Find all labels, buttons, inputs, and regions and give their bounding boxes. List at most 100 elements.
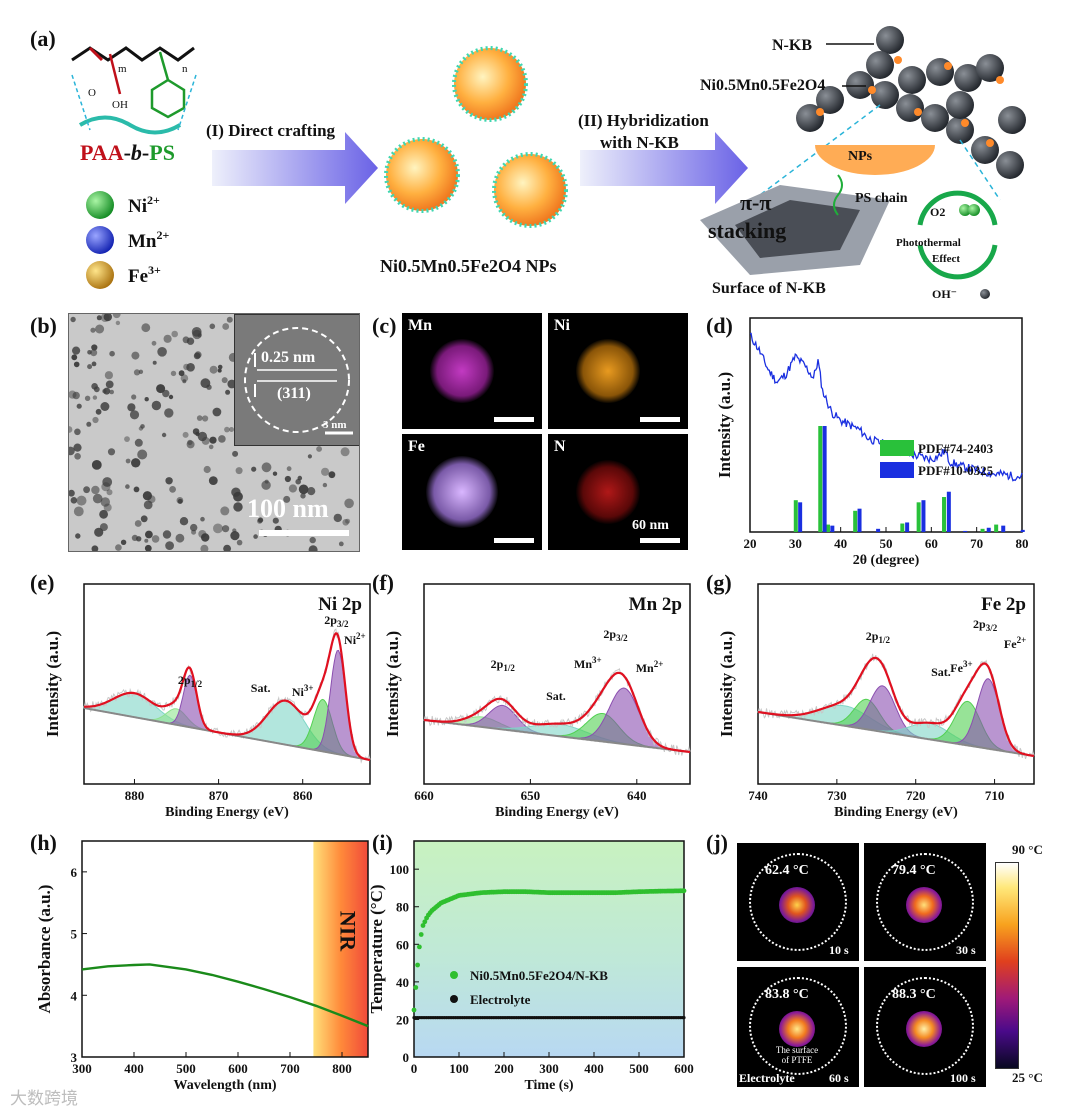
- tem-particle: [115, 320, 121, 326]
- temp-point-sample: [411, 1007, 417, 1013]
- tem-particle: [99, 509, 108, 519]
- tem-particle: [322, 482, 328, 488]
- tem-particle: [134, 520, 142, 527]
- tem-particle: [103, 314, 112, 322]
- tem-particle: [70, 497, 78, 504]
- xrd-ref-bar: [980, 528, 985, 532]
- tem-particle: [333, 513, 342, 523]
- tem-particle: [222, 323, 230, 330]
- tem-particle: [192, 329, 202, 340]
- y-tick-label: 20: [396, 1012, 409, 1027]
- x-tick-label: 730: [827, 788, 847, 803]
- tem-particle: [309, 536, 316, 544]
- tem-particle: [284, 475, 291, 483]
- xrd-ref-bar: [963, 530, 968, 532]
- xps-peak-annotation: Sat.: [931, 665, 951, 679]
- y-tick-label: 100: [390, 862, 410, 877]
- plot-frame: [757, 583, 1035, 785]
- tem-particle: [112, 314, 121, 319]
- tem-particle: [223, 544, 231, 551]
- step1-label: (I) Direct crafting: [206, 121, 336, 140]
- ferrite-label: Ni0.5Mn0.5Fe2O4: [700, 77, 825, 94]
- tem-particle: [84, 395, 91, 401]
- eds-map-ni: Ni: [548, 313, 688, 429]
- tem-particle: [212, 407, 222, 417]
- x-tick-label: 400: [584, 1061, 604, 1076]
- tem-particle: [272, 517, 279, 524]
- tem-particle: [251, 466, 257, 472]
- temp-point-sample: [422, 919, 428, 925]
- ps-chain-label: PS chain: [855, 191, 908, 206]
- step2-label-line1: (II) Hybridization: [578, 111, 709, 130]
- tem-particle: [225, 389, 231, 395]
- x-tick-label: 660: [414, 788, 434, 803]
- tem-particle: [91, 485, 100, 495]
- xrd-ref-bar: [857, 508, 862, 532]
- plot-frame: [423, 583, 691, 785]
- tem-particle: [162, 389, 170, 398]
- tem-particle: [100, 314, 110, 322]
- tem-particle: [316, 446, 322, 452]
- tem-particle: [202, 415, 209, 422]
- d-spacing-label: 0.25 nm: [261, 349, 316, 366]
- tem-particle: [272, 471, 278, 476]
- tem-particle: [143, 500, 153, 510]
- x-tick-label: 50: [880, 536, 893, 551]
- tem-particle: [133, 486, 140, 493]
- tem-particle: [75, 533, 81, 539]
- x-tick-label: 60: [925, 536, 938, 551]
- x-tick-label: 200: [494, 1061, 514, 1076]
- xps-background-line: [423, 719, 691, 753]
- x-tick-label: 40: [834, 536, 847, 551]
- tem-particle: [151, 340, 157, 346]
- temp-point-sample: [413, 985, 419, 990]
- xrd-ref-bar: [1001, 525, 1006, 532]
- legend-marker: [450, 971, 458, 979]
- tem-particle: [134, 438, 143, 447]
- tem-particle: [179, 517, 189, 526]
- tem-particle: [100, 402, 110, 411]
- tem-particle: [201, 533, 210, 542]
- tem-particle: [186, 337, 195, 345]
- tem-particle: [91, 361, 97, 367]
- x-tick-label: 700: [280, 1061, 300, 1076]
- tem-particle: [171, 330, 178, 338]
- xps-envelope-line: [423, 671, 691, 754]
- tem-particle: [165, 541, 174, 550]
- stacking-label: stacking: [708, 218, 786, 243]
- tem-particle: [182, 431, 189, 438]
- xrd-ref-bar: [994, 524, 999, 532]
- panel-label-c: (c): [372, 313, 397, 338]
- tem-particle: [120, 539, 127, 545]
- colorbar-max-label: 90 °C: [1012, 842, 1043, 857]
- tem-particle: [253, 534, 258, 539]
- xrd-ref-bar: [818, 426, 823, 532]
- x-tick-label: 710: [985, 788, 1005, 803]
- x-tick-label: 600: [228, 1061, 248, 1076]
- tem-particle: [73, 361, 80, 368]
- x-axis-label: Binding Energy (eV): [834, 805, 958, 820]
- xps-peak-annotation: 2p3/2: [603, 627, 628, 643]
- tem-particle: [103, 387, 111, 395]
- xrd-ref-bar: [830, 525, 835, 532]
- panel-label-i: (i): [372, 830, 393, 855]
- y-tick-label: 40: [396, 975, 409, 990]
- tem-particles: [69, 314, 354, 551]
- tem-particle: [288, 484, 297, 493]
- hrtem-inset: 0.25 nm (311) 3 nm: [234, 314, 359, 446]
- fe-ion-sphere: [86, 261, 114, 289]
- tem-particle: [231, 487, 241, 497]
- absorbance-chart: 300 400 500 600 700 800 3 4 5 6 Wavelength (nm) Abs…: [35, 840, 369, 1093]
- xrd-ref-bar: [793, 500, 798, 532]
- xrd-ref-bar: [986, 527, 991, 532]
- tem-particle: [92, 395, 98, 400]
- xps-envelope-line: [757, 656, 1035, 758]
- thermal-cell-60s: 83.8 °C The surface of PTFE Electrolyte 6…: [737, 967, 859, 1087]
- temp-point-electrolyte: [682, 1016, 686, 1020]
- nir-band: [313, 841, 368, 1057]
- xps-fe-chart: 740 730 720 710 Binding Energy (eV) Intensity…: [717, 583, 1035, 820]
- tem-particle: [144, 538, 149, 543]
- xps-peak-annotation: Ni2+: [344, 631, 366, 647]
- nkb-cluster: [796, 26, 1026, 179]
- tem-particle: [156, 384, 166, 394]
